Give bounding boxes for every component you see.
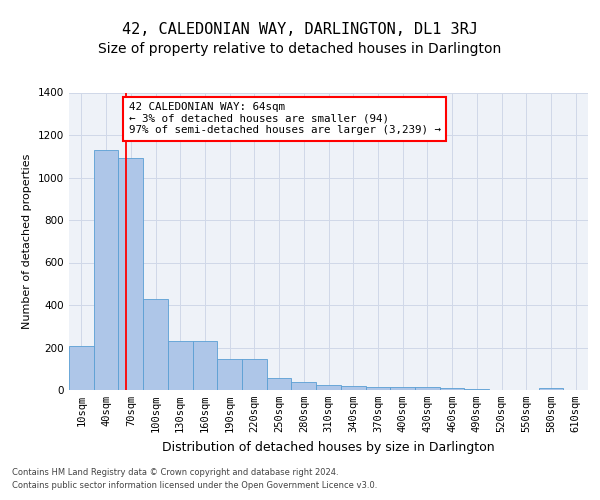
Bar xyxy=(242,359,267,390)
Bar xyxy=(464,389,489,390)
Bar xyxy=(143,298,168,390)
Bar xyxy=(94,150,118,390)
Bar xyxy=(168,341,193,390)
Bar xyxy=(217,359,242,390)
Bar xyxy=(193,341,217,390)
Bar xyxy=(415,387,440,390)
Bar xyxy=(365,387,390,390)
Bar xyxy=(69,346,94,390)
Bar xyxy=(440,388,464,390)
Text: 42 CALEDONIAN WAY: 64sqm
← 3% of detached houses are smaller (94)
97% of semi-de: 42 CALEDONIAN WAY: 64sqm ← 3% of detache… xyxy=(129,102,441,136)
Bar xyxy=(316,384,341,390)
X-axis label: Distribution of detached houses by size in Darlington: Distribution of detached houses by size … xyxy=(162,440,495,454)
Text: Size of property relative to detached houses in Darlington: Size of property relative to detached ho… xyxy=(98,42,502,56)
Bar xyxy=(539,388,563,390)
Text: 42, CALEDONIAN WAY, DARLINGTON, DL1 3RJ: 42, CALEDONIAN WAY, DARLINGTON, DL1 3RJ xyxy=(122,22,478,38)
Text: Contains HM Land Registry data © Crown copyright and database right 2024.: Contains HM Land Registry data © Crown c… xyxy=(12,468,338,477)
Bar xyxy=(292,382,316,390)
Bar xyxy=(341,386,365,390)
Y-axis label: Number of detached properties: Number of detached properties xyxy=(22,154,32,329)
Bar xyxy=(118,158,143,390)
Bar xyxy=(267,378,292,390)
Text: Contains public sector information licensed under the Open Government Licence v3: Contains public sector information licen… xyxy=(12,482,377,490)
Bar xyxy=(390,387,415,390)
